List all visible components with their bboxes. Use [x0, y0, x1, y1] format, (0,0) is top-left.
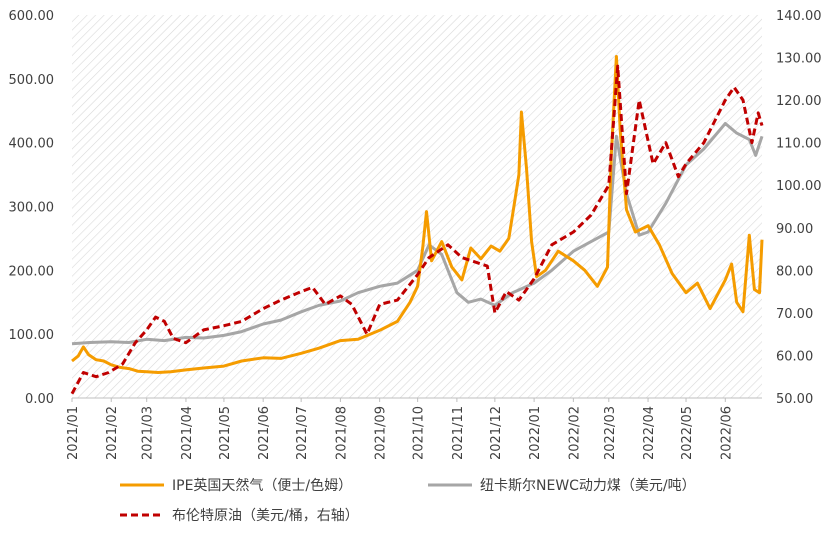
right-axis-ticks: 50.00 60.00 70.00 80.00 90.00 100.00 110.00 120…: [776, 9, 822, 407]
left-axis-ticks: 0.00 100.00 200.00 300.00 400.00 500.00 600.00: [9, 9, 55, 407]
x-tick-label: 2021/11: [451, 406, 466, 460]
left-tick-label: 300.00: [9, 201, 55, 216]
x-tick-label: 2021/12: [489, 406, 504, 460]
right-tick-label: 60.00: [776, 349, 813, 364]
right-tick-label: 70.00: [776, 307, 813, 322]
left-tick-label: 200.00: [9, 264, 55, 279]
left-tick-label: 500.00: [9, 73, 55, 88]
x-axis-ticks: 2021/01 2021/02 2021/03 2021/04 2021/05 2021/…: [66, 398, 734, 460]
left-tick-label: 400.00: [9, 137, 55, 152]
series-line-0: [71, 55, 764, 374]
x-tick-label: 2021/04: [180, 406, 195, 460]
right-tick-label: 50.00: [776, 392, 813, 407]
x-tick-label: 2022/06: [719, 406, 734, 460]
right-tick-label: 120.00: [776, 94, 822, 109]
right-tick-label: 140.00: [776, 9, 822, 24]
x-tick-label: 2021/09: [374, 406, 389, 460]
x-tick-label: 2022/01: [528, 406, 543, 460]
x-tick-label: 2021/03: [141, 406, 156, 460]
series-line-1: [71, 122, 764, 346]
legend-label: 布伦特原油（美元/桶，右轴）: [172, 508, 359, 524]
right-tick-label: 100.00: [776, 179, 822, 194]
right-tick-label: 80.00: [776, 264, 813, 279]
right-tick-label: 90.00: [776, 222, 813, 237]
x-tick-label: 2022/05: [680, 406, 695, 460]
x-tick-label: 2021/10: [412, 406, 427, 460]
x-tick-label: 2022/02: [567, 406, 582, 460]
legend: IPE英国天然气（便士/色姆） 纽卡斯尔NEWC动力煤（美元/吨） 布伦特原油（美元…: [120, 477, 696, 524]
legend-label: 纽卡斯尔NEWC动力煤（美元/吨）: [480, 478, 696, 494]
right-tick-label: 110.00: [776, 137, 822, 152]
x-tick-label: 2021/01: [66, 406, 81, 460]
x-tick-label: 2021/08: [334, 406, 349, 460]
x-tick-label: 2021/02: [105, 406, 120, 460]
series-line-2: [70, 64, 764, 395]
plot-background: [72, 15, 762, 398]
x-tick-label: 2022/04: [642, 406, 657, 460]
series-layer: [70, 55, 764, 395]
left-tick-label: 600.00: [9, 9, 55, 24]
x-tick-label: 2022/03: [603, 406, 618, 460]
x-tick-label: 2021/05: [218, 406, 233, 460]
x-tick-label: 2021/06: [257, 406, 272, 460]
legend-label: IPE英国天然气（便士/色姆）: [172, 477, 352, 494]
right-tick-label: 130.00: [776, 52, 822, 67]
left-tick-label: 100.00: [9, 328, 55, 343]
left-tick-label: 0.00: [25, 392, 54, 407]
x-tick-label: 2021/07: [295, 406, 310, 460]
